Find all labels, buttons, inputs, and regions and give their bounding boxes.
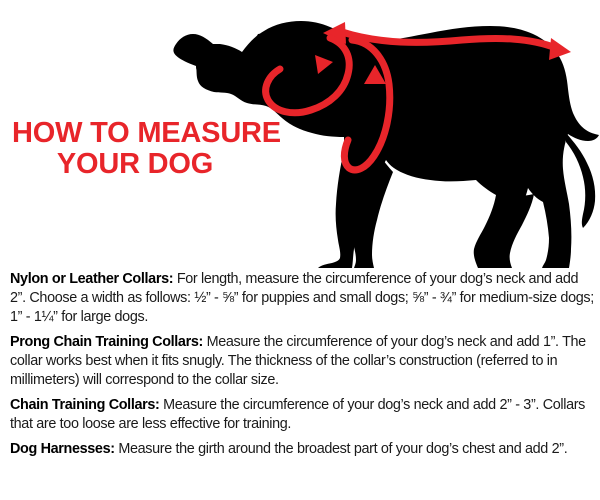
title-line-2: YOUR DOG [56,148,214,181]
instruction-body-chain-training-collars: Measure the circumference of your dog’s … [10,397,586,432]
instruction-body-nylon-leather-collars: For length, measure the circumference of… [10,271,594,325]
measurement-instructions: Nylon or Leather Collars: For length, me… [10,270,594,459]
instruction-paragraph-chain-training-collars: Chain Training Collars: Measure the circ… [10,396,594,434]
back-length-arrow-icon [323,22,571,60]
chest-girth-arrow-icon [340,36,394,174]
instruction-lead-chain-training-collars: Chain Training Collars: [10,397,160,413]
instruction-paragraph-prong-chain-training-collars: Prong Chain Training Collars: Measure th… [10,333,594,390]
title-line-1: HOW TO MEASURE [12,117,281,149]
instruction-paragraph-nylon-leather-collars: Nylon or Leather Collars: For length, me… [10,270,594,327]
instruction-paragraph-dog-harnesses: Dog Harnesses: Measure the girth around … [10,440,594,459]
instruction-body-dog-harnesses: Measure the girth around the broadest pa… [114,441,568,457]
neck-circumference-arrow-icon [262,34,353,117]
page-title: HOW TO MEASURE YOUR DOG [12,117,281,181]
instruction-lead-nylon-leather-collars: Nylon or Leather Collars: [10,271,174,287]
dog-measurement-illustration [173,21,599,268]
instruction-body-prong-chain-training-collars: Measure the circumference of your dog’s … [10,334,586,388]
instruction-lead-prong-chain-training-collars: Prong Chain Training Collars: [10,334,203,350]
instruction-lead-dog-harnesses: Dog Harnesses: [10,441,115,457]
